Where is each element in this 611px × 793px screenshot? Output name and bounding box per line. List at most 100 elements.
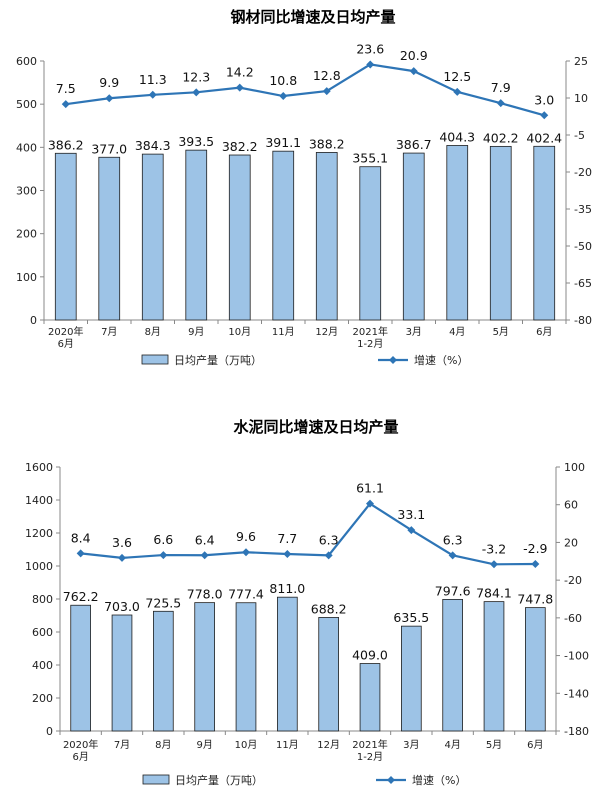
x-tick-label: 3月 [406,326,422,338]
growth-marker [322,87,331,96]
y-right-tick-label: 20 [564,536,578,549]
y-left-tick-label: 600 [32,626,53,639]
bar [359,663,381,732]
y-left-tick-label: 200 [32,692,53,705]
growth-data-label: 12.3 [182,69,210,84]
bar [235,602,257,732]
growth-marker [61,100,70,109]
chart-title: 水泥同比增速及日均产量 [233,418,398,436]
bar [98,156,121,321]
bar-data-label: 688.2 [311,601,347,616]
growth-data-label: 11.3 [139,72,167,87]
growth-data-label: 7.5 [56,81,76,96]
bar [272,150,295,321]
y-right-tick-label: 10 [574,92,588,105]
growth-marker [159,551,168,560]
bar [54,152,77,321]
y-right-tick-label: -65 [574,277,592,290]
x-tick-label: 4月 [444,739,460,751]
x-tick-label: 7月 [114,739,130,751]
growth-data-label: 23.6 [356,41,384,56]
bar-data-label: 386.2 [48,137,84,152]
bar-data-label: 377.0 [91,141,127,156]
bar-data-label: 762.2 [63,589,99,604]
bar-data-label: 355.1 [352,151,388,166]
bar [446,145,469,321]
bar-data-label: 393.5 [178,134,214,149]
growth-data-label: 9.9 [99,75,119,90]
x-tick-label: 10月 [235,739,258,751]
growth-data-label: 3.0 [534,92,554,107]
growth-data-label: 61.1 [356,481,384,496]
x-tick-label: 8月 [155,739,171,751]
bar-data-label: 404.3 [439,129,475,144]
y-right-tick-label: -5 [574,129,585,142]
y-left-tick-label: 300 [16,185,37,198]
bar [153,610,174,732]
growth-line [80,502,536,566]
bar-data-label: 386.7 [396,137,432,152]
bar-data-label: 384.3 [135,138,171,153]
y-right-tick-label: -60 [564,612,582,625]
growth-data-label: 12.5 [443,69,471,84]
x-tick-label: 11月 [276,739,299,751]
bar [402,152,425,321]
bar-data-label: 777.4 [228,587,264,602]
y-left-tick-label: 400 [16,141,37,154]
x-tick-label: 9月 [196,739,212,751]
bar [185,149,208,321]
y-left-tick-label: 0 [30,314,37,327]
growth-data-label: 7.7 [277,531,297,546]
bar [401,625,422,732]
bar-data-label: 382.2 [222,139,258,154]
growth-marker [283,550,292,559]
growth-marker [496,99,505,108]
growth-data-label: 10.8 [269,73,297,88]
growth-data-label: 12.8 [313,68,341,83]
growth-marker [76,549,85,558]
y-left-tick-label: 1000 [25,560,53,573]
y-right-tick-label: 25 [574,55,588,68]
growth-data-label: 33.1 [397,507,425,522]
growth-data-label: -2.9 [523,541,547,556]
x-tick-label: 10月 [228,326,251,338]
y-left-tick-label: 1200 [25,527,53,540]
growth-marker [192,88,201,97]
bar-data-label: 635.5 [393,610,429,625]
growth-data-label: 8.4 [71,530,91,545]
bar-data-label: 402.2 [483,130,519,145]
growth-marker [453,87,462,96]
x-tick-label: 8月 [145,326,161,338]
y-left-tick-label: 800 [32,593,53,606]
growth-marker [531,560,540,569]
x-tick-label: 6月 [527,739,543,751]
bar-data-label: 388.2 [309,136,345,151]
x-tick-label: 2021年 1-2月 [352,738,387,763]
x-tick-label: 6月 [536,326,552,338]
bar [318,617,339,732]
y-left-tick-label: 200 [16,228,37,241]
chart-2: 水泥同比增速及日均产量 0 200 400 600 800 1000 1200 1400 1600… [25,418,589,787]
legend-line-marker [389,356,397,364]
x-tick-label: 2021年 1-2月 [353,325,388,350]
bar-data-label: 725.5 [145,595,181,610]
chart-title: 钢材同比增速及日均产量 [230,8,395,26]
y-left-tick-label: 400 [32,659,53,672]
x-tick-label: 12月 [317,739,340,751]
y-left-tick-label: 500 [16,98,37,111]
x-tick-label: 5月 [493,326,509,338]
growth-line [65,63,545,117]
bar [533,145,556,321]
y-left-tick-label: 600 [16,55,37,68]
growth-marker [324,551,333,560]
growth-data-label: 6.4 [195,532,215,547]
legend-line-label: 增速（%） [414,353,468,367]
y-right-tick-label: -140 [564,687,589,700]
growth-data-label: -3.2 [482,541,506,556]
bar-data-label: 797.6 [435,583,471,598]
growth-marker [118,553,126,562]
growth-marker [279,92,288,101]
x-tick-label: 4月 [449,326,465,338]
x-tick-label: 2020年 6月 [48,325,83,350]
